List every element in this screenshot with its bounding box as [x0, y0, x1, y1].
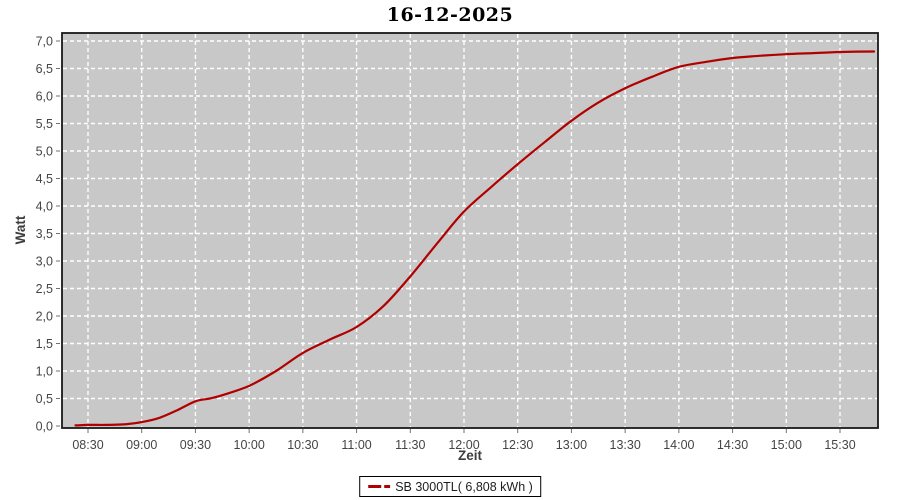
x-tick-label: 14:00 [663, 438, 694, 452]
y-tick-label: 1,0 [36, 365, 53, 379]
x-tick-label: 15:00 [771, 438, 802, 452]
x-tick-label: 15:30 [824, 438, 855, 452]
y-tick-label: 2,5 [36, 282, 53, 296]
gridlines [63, 34, 877, 427]
y-tick-label: 5,0 [36, 145, 53, 159]
y-tick-label: 0,0 [36, 420, 53, 434]
x-tick-label: 10:30 [287, 438, 318, 452]
chart-title: 16-12-2025 [386, 4, 514, 26]
x-tick-label: 11:00 [341, 438, 371, 452]
plot-border [61, 32, 879, 429]
x-tick-label: 09:30 [180, 438, 211, 452]
axis-ticks [56, 40, 841, 433]
x-tick-label: 11:30 [395, 438, 425, 452]
x-tick-label: 09:00 [126, 438, 157, 452]
x-axis-label: Zeit [457, 448, 482, 463]
legend-label: SB 3000TL( 6,808 kWh ) [395, 479, 533, 494]
series-line [74, 50, 876, 427]
x-tick-label: 12:30 [502, 438, 533, 452]
legend: SB 3000TL( 6,808 kWh ) [359, 476, 541, 497]
x-tick-label: 08:30 [72, 438, 103, 452]
y-tick-label: 2,0 [36, 310, 53, 324]
y-tick-label: 6,0 [36, 90, 53, 104]
y-axis-label: Watt [13, 215, 28, 245]
y-tick-label: 0,5 [36, 392, 53, 406]
x-tick-label: 12:00 [448, 438, 479, 452]
x-tick-label: 14:30 [717, 438, 748, 452]
y-tick-label: 5,5 [36, 117, 53, 131]
x-tick-label: 10:00 [234, 438, 265, 452]
y-tick-label: 4,0 [36, 200, 53, 214]
x-tick-label: 13:30 [610, 438, 641, 452]
y-tick-label: 3,0 [36, 255, 53, 269]
y-tick-label: 1,5 [36, 337, 53, 351]
y-tick-label: 7,0 [36, 35, 53, 49]
y-tick-label: 3,5 [36, 227, 53, 241]
series-line-marker [368, 485, 391, 488]
y-tick-label: 6,5 [36, 62, 53, 76]
plot-background [62, 33, 878, 428]
x-tick-label: 13:00 [556, 438, 587, 452]
y-tick-label: 4,5 [36, 172, 53, 186]
